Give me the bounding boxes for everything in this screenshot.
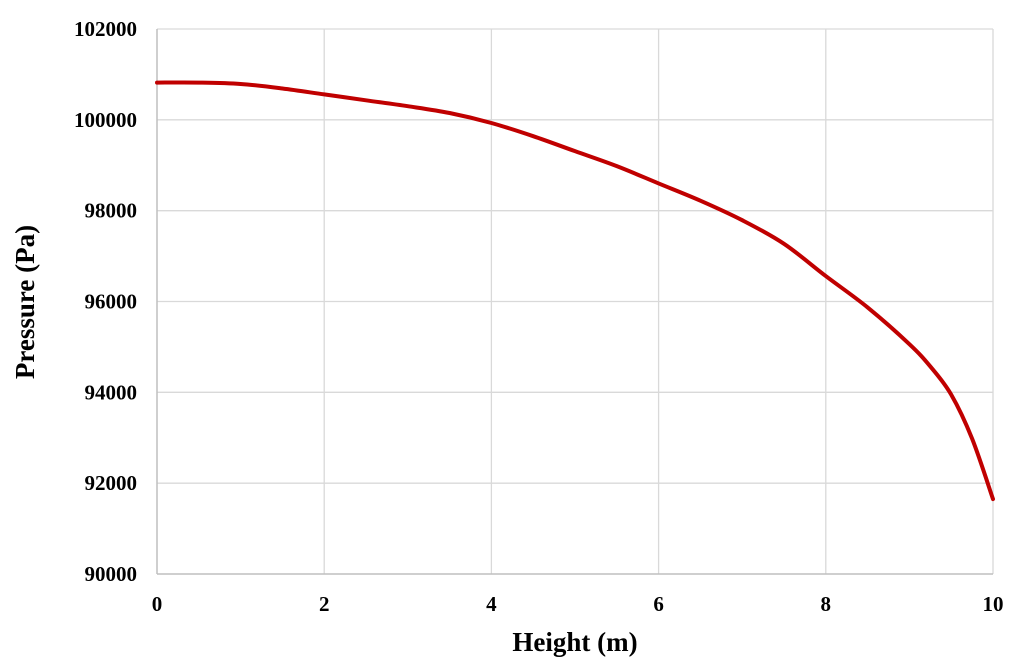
x-tick-label: 10 xyxy=(983,592,1004,616)
grid xyxy=(157,28,994,574)
y-tick-label: 94000 xyxy=(85,380,138,404)
x-tick-label: 0 xyxy=(152,592,163,616)
tick-labels: 90000 92000 94000 96000 98000 100000 102000 0 2 4… xyxy=(74,17,1004,616)
x-tick-label: 4 xyxy=(486,592,497,616)
pressure-series-line xyxy=(155,80,995,502)
y-tick-label: 96000 xyxy=(85,290,138,314)
x-tick-label: 8 xyxy=(821,592,832,616)
series-layer xyxy=(155,80,995,502)
x-tick-label: 2 xyxy=(319,592,330,616)
x-tick-label: 6 xyxy=(653,592,664,616)
x-axis-title: Height (m) xyxy=(512,627,637,657)
y-axis-title: Pressure (Pa) xyxy=(10,225,40,379)
y-tick-label: 102000 xyxy=(74,17,137,41)
axes xyxy=(156,29,993,575)
y-tick-label: 90000 xyxy=(85,562,138,586)
y-tick-label: 92000 xyxy=(85,471,138,495)
y-tick-label: 100000 xyxy=(74,108,137,132)
y-tick-label: 98000 xyxy=(85,199,138,223)
